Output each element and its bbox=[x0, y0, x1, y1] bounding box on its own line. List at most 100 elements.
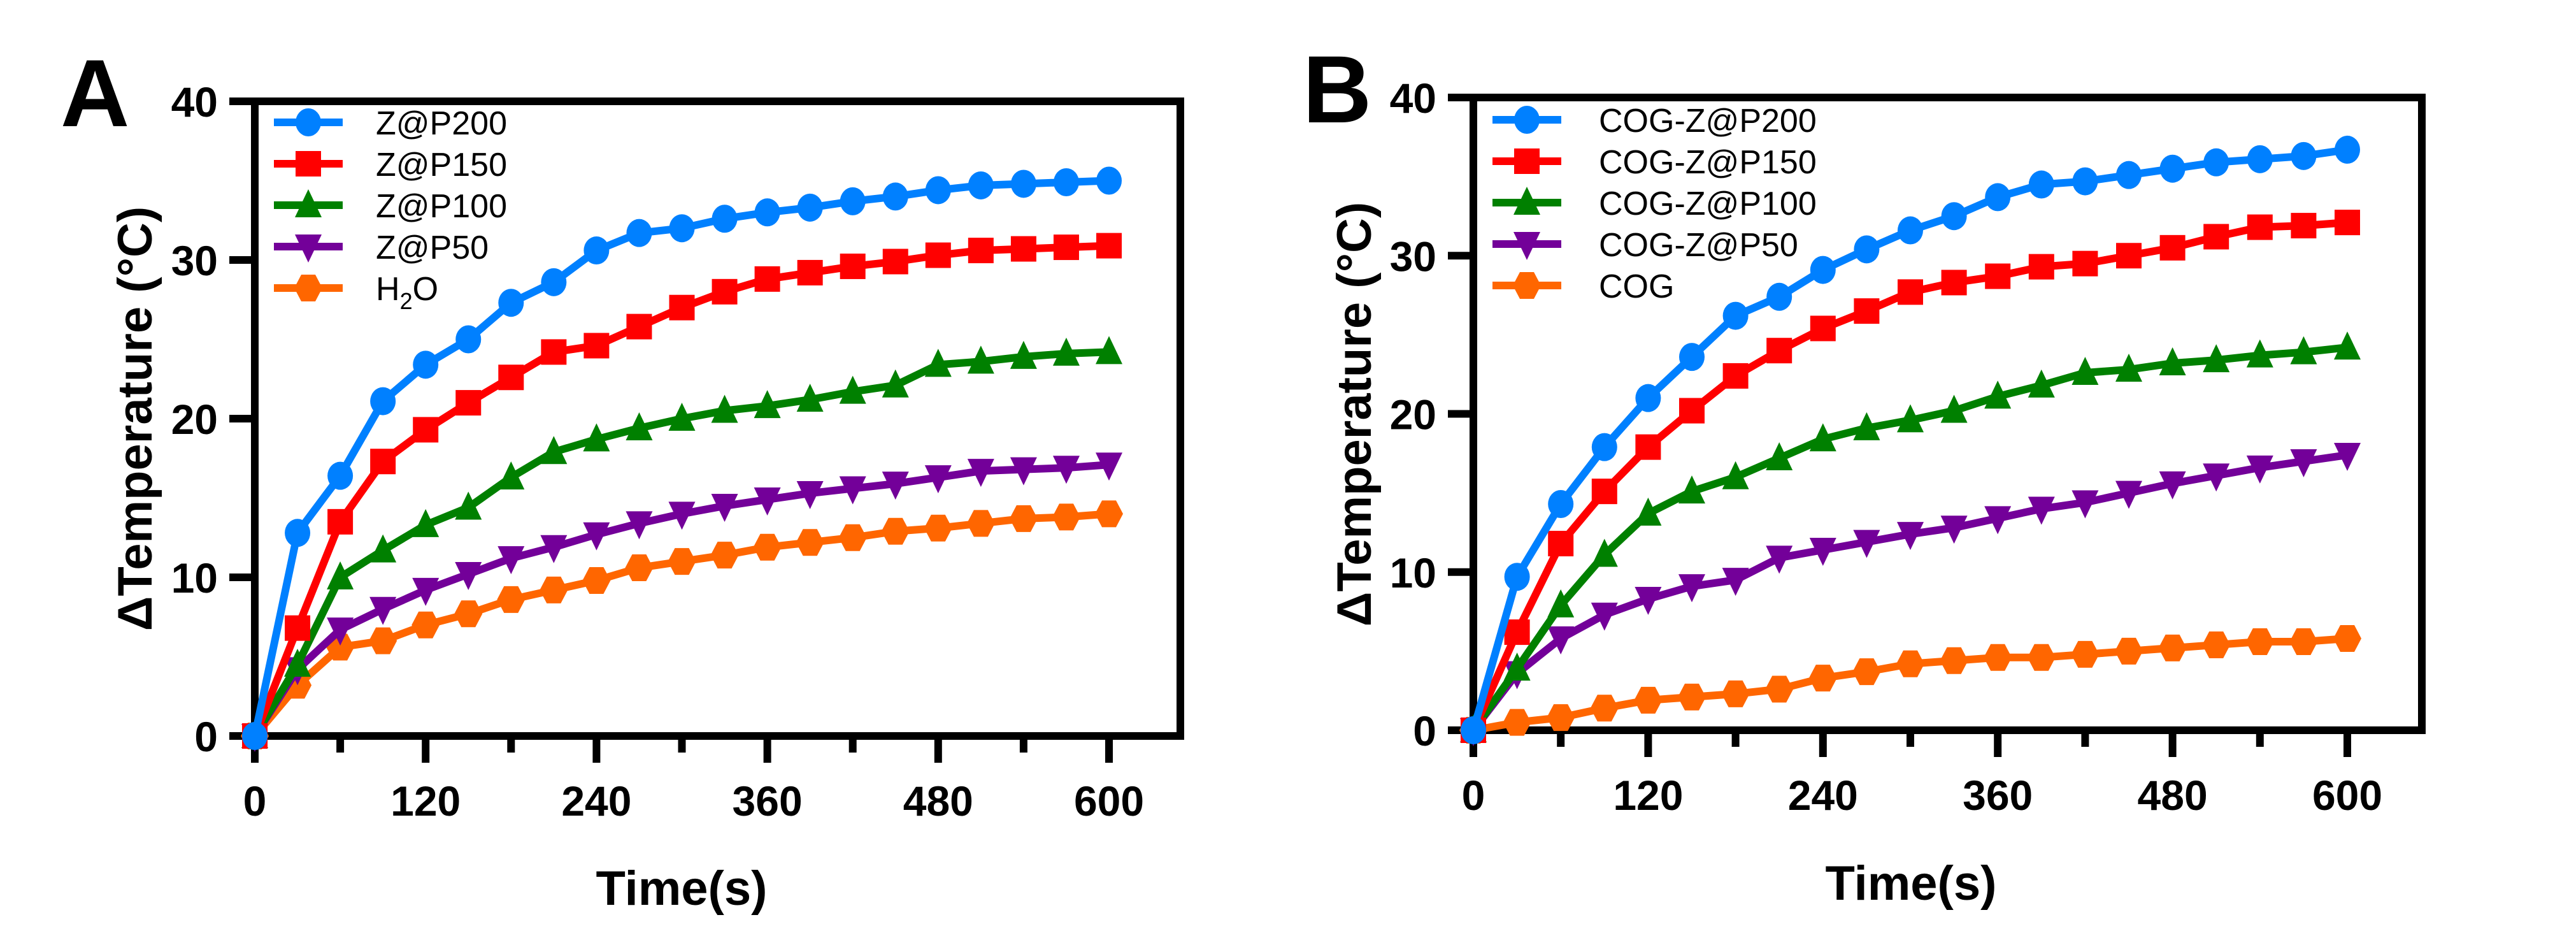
data-point bbox=[497, 546, 525, 575]
series-z-p200 bbox=[242, 166, 1122, 750]
data-point bbox=[1941, 270, 1967, 296]
data-point bbox=[1808, 665, 1837, 692]
legend-marker-icon bbox=[296, 151, 321, 177]
data-point bbox=[2203, 463, 2230, 492]
data-point bbox=[1984, 380, 2012, 409]
data-point bbox=[2072, 250, 2098, 277]
data-point bbox=[1765, 675, 1794, 703]
data-point bbox=[285, 519, 311, 547]
data-point bbox=[1053, 168, 1079, 196]
legend-marker-icon bbox=[295, 189, 322, 217]
series-cog-z-p100 bbox=[1460, 331, 2361, 742]
legend-item: COG-Z@P100 bbox=[1492, 185, 1817, 222]
data-point bbox=[369, 627, 397, 654]
data-point bbox=[754, 266, 780, 292]
data-point bbox=[1096, 233, 1122, 259]
data-point bbox=[1940, 394, 1968, 423]
legend-marker-icon bbox=[294, 275, 322, 301]
data-point bbox=[838, 524, 867, 551]
data-point bbox=[1591, 538, 1618, 567]
data-point bbox=[2115, 353, 2142, 382]
data-point bbox=[2159, 471, 2186, 500]
data-point bbox=[1984, 644, 2012, 671]
data-point bbox=[2334, 443, 2361, 472]
data-point bbox=[540, 535, 568, 563]
legend-item: Z@P50 bbox=[274, 229, 489, 266]
data-point bbox=[924, 465, 952, 494]
y-tick-label: 10 bbox=[1390, 549, 1436, 596]
data-point bbox=[2203, 344, 2230, 373]
data-point bbox=[413, 417, 439, 443]
y-tick-label: 0 bbox=[1413, 707, 1436, 754]
data-point bbox=[498, 289, 524, 317]
data-point bbox=[2158, 634, 2187, 661]
data-point bbox=[882, 182, 908, 211]
data-point bbox=[2072, 356, 2099, 385]
data-point bbox=[1635, 384, 1661, 412]
data-point bbox=[754, 390, 781, 419]
data-point bbox=[924, 349, 952, 377]
data-point bbox=[1635, 586, 1662, 615]
data-point bbox=[242, 722, 268, 750]
data-point bbox=[796, 384, 824, 412]
legend-label: COG-Z@P100 bbox=[1599, 185, 1817, 222]
data-point bbox=[668, 548, 696, 575]
data-point bbox=[369, 596, 397, 625]
x-tick-label: 360 bbox=[1963, 772, 2033, 819]
data-point bbox=[2290, 336, 2317, 364]
data-point bbox=[710, 542, 739, 569]
data-point bbox=[2291, 141, 2317, 170]
x-tick-label: 600 bbox=[1074, 777, 1144, 825]
y-axis-title-b: ΔTemperature (°C) bbox=[1327, 202, 1382, 626]
data-point bbox=[284, 648, 311, 677]
panel-a: A 0 10 20 30 40 0 120 240 360 480 600 Z@P200 Z@P150… bbox=[61, 40, 1184, 916]
data-point bbox=[668, 403, 696, 431]
data-point bbox=[2072, 167, 2098, 196]
data-point bbox=[2246, 455, 2273, 484]
data-point bbox=[1010, 340, 1037, 369]
data-point bbox=[967, 459, 994, 487]
data-point bbox=[1809, 423, 1836, 452]
data-point bbox=[327, 508, 354, 535]
data-point bbox=[1503, 653, 1531, 681]
data-point bbox=[1766, 282, 1792, 311]
data-point bbox=[626, 511, 653, 540]
data-point bbox=[412, 577, 440, 606]
data-point bbox=[1722, 363, 1749, 389]
data-point bbox=[966, 510, 995, 537]
data-point bbox=[1679, 398, 1705, 424]
data-point bbox=[2116, 161, 2142, 189]
data-point bbox=[1547, 704, 1575, 732]
data-point bbox=[1635, 497, 1662, 526]
data-point bbox=[1052, 456, 1080, 484]
y-tick-label: 20 bbox=[1390, 391, 1436, 438]
x-tick-label: 480 bbox=[903, 777, 973, 825]
axes-a: 0 10 20 30 40 0 120 240 360 480 600 bbox=[171, 78, 1184, 825]
series-h2o bbox=[241, 500, 1123, 749]
data-point bbox=[540, 576, 568, 603]
data-point bbox=[1548, 490, 1574, 519]
data-point bbox=[2027, 644, 2056, 671]
data-point bbox=[369, 534, 397, 563]
data-point bbox=[327, 561, 354, 589]
legend-item: Z@P100 bbox=[274, 188, 507, 225]
data-point bbox=[1722, 301, 1749, 330]
y-tick-label: 40 bbox=[171, 78, 218, 126]
data-point bbox=[2071, 640, 2100, 668]
data-point bbox=[2245, 628, 2274, 655]
data-point bbox=[968, 238, 994, 264]
data-point bbox=[2335, 135, 2360, 164]
data-point bbox=[1053, 234, 1079, 261]
data-point bbox=[1096, 166, 1122, 195]
data-point bbox=[882, 472, 909, 500]
legend-label: Z@P100 bbox=[376, 188, 507, 225]
y-tick-label: 20 bbox=[171, 396, 218, 443]
data-point bbox=[2159, 154, 2186, 183]
legend-label: COG-Z@P50 bbox=[1599, 227, 1798, 264]
data-point bbox=[1590, 695, 1619, 722]
data-point bbox=[1096, 452, 1122, 481]
data-point bbox=[285, 615, 311, 641]
legend-marker-icon bbox=[1513, 187, 1540, 215]
legend-label: COG bbox=[1599, 268, 1674, 305]
